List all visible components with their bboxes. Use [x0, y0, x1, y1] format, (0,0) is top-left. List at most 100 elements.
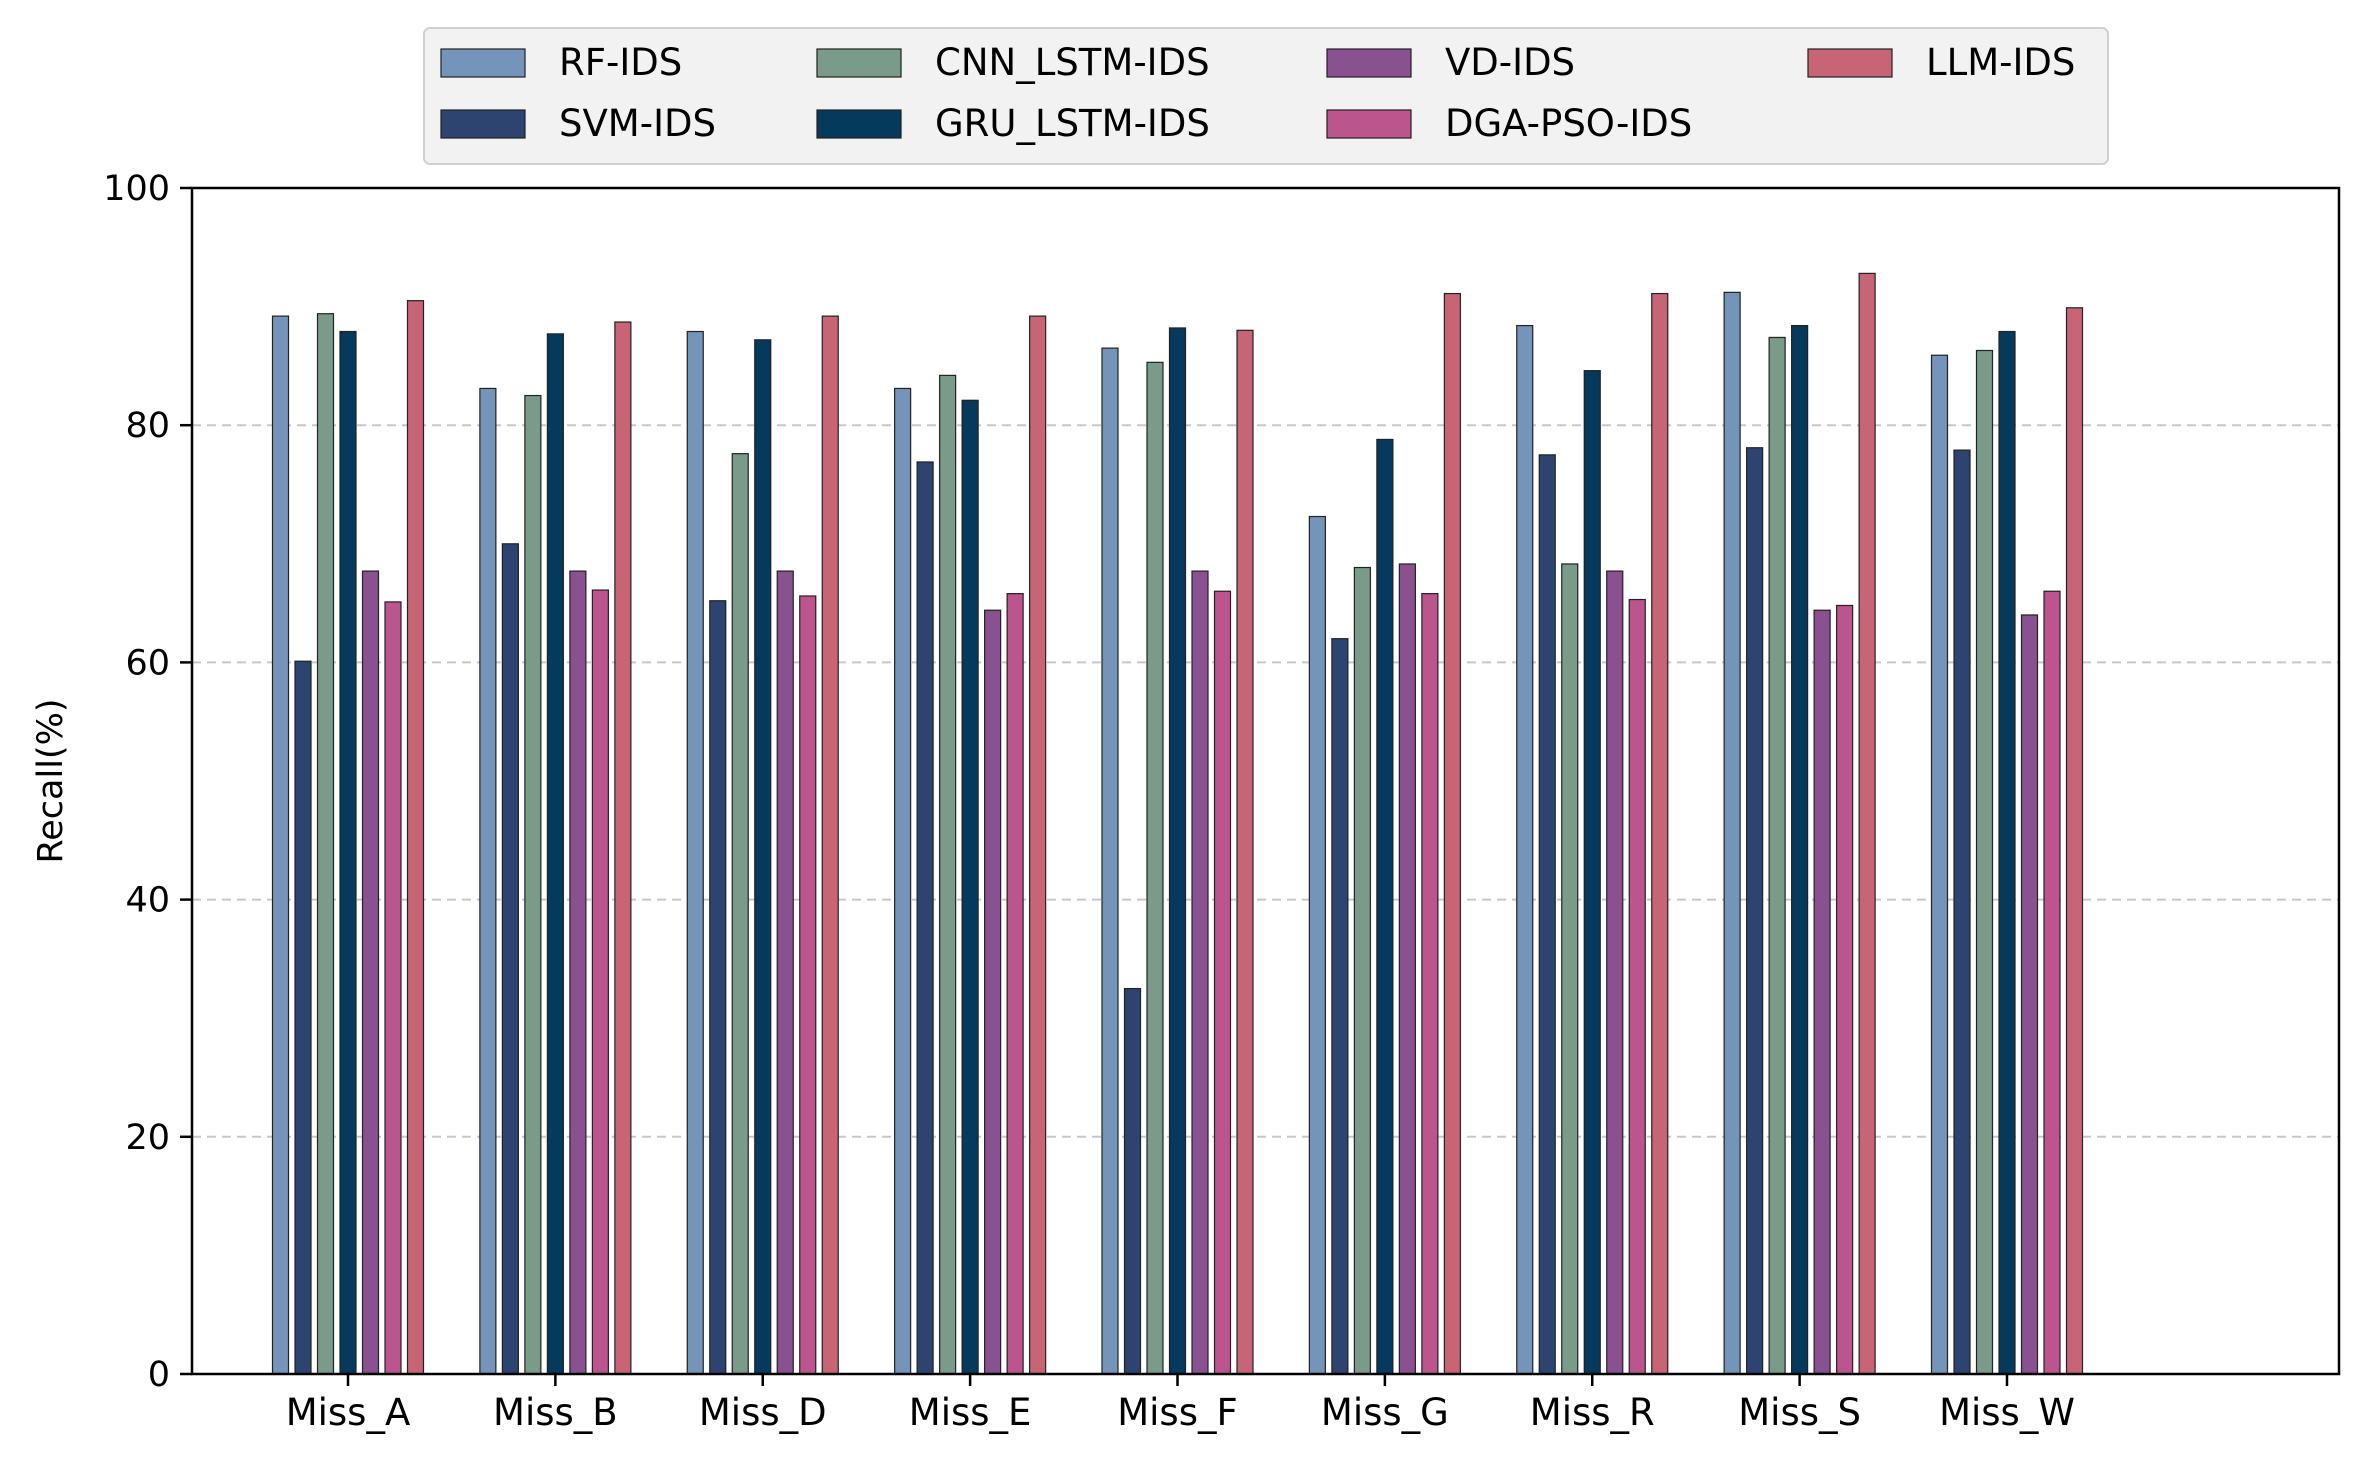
- y-tick-label: 100: [103, 169, 170, 209]
- bar-RF-IDS-Miss_B: [479, 387, 497, 1375]
- y-tick-label: 0: [148, 1355, 170, 1395]
- bar-RF-IDS-Miss_W: [1930, 354, 1949, 1375]
- bar-CNN_LSTM-IDS-Miss_E: [939, 374, 957, 1375]
- bar-SVM-IDS-Miss_S: [1746, 447, 1764, 1375]
- bar-LLM-IDS-Miss_E: [1029, 315, 1047, 1375]
- bar-CNN_LSTM-IDS-Miss_D: [731, 453, 749, 1375]
- legend-swatch: [1326, 48, 1412, 78]
- bar-CNN_LSTM-IDS-Miss_A: [316, 313, 335, 1375]
- bar-LLM-IDS-Miss_A: [406, 300, 425, 1375]
- bar-GRU_LSTM-IDS-Miss_R: [1583, 370, 1601, 1375]
- legend-swatch: [816, 109, 902, 139]
- legend-label: SVM-IDS: [559, 102, 716, 145]
- bar-RF-IDS-Miss_A: [271, 315, 290, 1375]
- bar-CNN_LSTM-IDS-Miss_F: [1146, 361, 1164, 1375]
- bar-DGA-PSO-IDS-Miss_S: [1836, 604, 1854, 1375]
- bar-CNN_LSTM-IDS-Miss_G: [1353, 566, 1371, 1375]
- y-axis: 0 20 40 60 80 100: [103, 169, 192, 1395]
- bar-SVM-IDS-Miss_R: [1538, 454, 1556, 1375]
- bar-SVM-IDS-Miss_F: [1123, 987, 1142, 1375]
- bar-SVM-IDS-Miss_D: [709, 600, 727, 1375]
- bar-DGA-PSO-IDS-Miss_D: [799, 595, 817, 1375]
- bar-VD-IDS-Miss_F: [1191, 570, 1209, 1375]
- bar-SVM-IDS-Miss_A: [294, 660, 312, 1375]
- y-tick-label: 40: [125, 881, 170, 921]
- bar-RF-IDS-Miss_R: [1516, 324, 1534, 1375]
- y-tick-label: 60: [125, 643, 170, 683]
- bar-CNN_LSTM-IDS-Miss_S: [1768, 336, 1786, 1375]
- legend-label: DGA-PSO-IDS: [1445, 102, 1692, 145]
- x-tick-label: Miss_F: [1117, 1391, 1238, 1434]
- bar-GRU_LSTM-IDS-Miss_W: [1998, 330, 2016, 1375]
- bar-VD-IDS-Miss_D: [776, 570, 794, 1375]
- bar-GRU_LSTM-IDS-Miss_E: [961, 399, 979, 1375]
- bar-SVM-IDS-Miss_G: [1331, 638, 1349, 1375]
- bar-SVM-IDS-Miss_E: [916, 461, 934, 1375]
- x-tick-label: Miss_G: [1321, 1391, 1449, 1434]
- bar-VD-IDS-Miss_E: [984, 609, 1002, 1375]
- x-tick-label: Miss_A: [286, 1391, 411, 1434]
- bar-DGA-PSO-IDS-Miss_F: [1213, 590, 1232, 1375]
- bar-LLM-IDS-Miss_G: [1443, 292, 1461, 1375]
- bar-GRU_LSTM-IDS-Miss_A: [339, 330, 357, 1375]
- bar-DGA-PSO-IDS-Miss_B: [591, 589, 609, 1375]
- y-tick-label: 80: [125, 406, 170, 446]
- x-tick-label: Miss_R: [1530, 1391, 1655, 1434]
- bar-RF-IDS-Miss_G: [1308, 515, 1326, 1375]
- x-tick-label: Miss_B: [493, 1391, 618, 1434]
- legend-swatch: [440, 48, 526, 78]
- bar-GRU_LSTM-IDS-Miss_F: [1168, 327, 1187, 1375]
- legend-label: RF-IDS: [559, 41, 682, 84]
- bar-CNN_LSTM-IDS-Miss_R: [1561, 563, 1579, 1375]
- legend-label: VD-IDS: [1445, 41, 1575, 84]
- bar-DGA-PSO-IDS-Miss_R: [1628, 598, 1646, 1375]
- bar-LLM-IDS-Miss_F: [1236, 329, 1254, 1375]
- x-tick-label: Miss_S: [1738, 1391, 1861, 1434]
- plot-frame: [190, 186, 2341, 1376]
- bar-GRU_LSTM-IDS-Miss_B: [546, 333, 564, 1375]
- legend-label: CNN_LSTM-IDS: [935, 41, 1210, 84]
- bar-VD-IDS-Miss_A: [361, 570, 380, 1375]
- bar-DGA-PSO-IDS-Miss_A: [384, 601, 402, 1375]
- bar-SVM-IDS-Miss_W: [1953, 449, 1971, 1375]
- bar-LLM-IDS-Miss_R: [1651, 292, 1669, 1375]
- bar-VD-IDS-Miss_B: [569, 570, 587, 1375]
- legend: RF-IDS SVM-IDS CNN_LSTM-IDS GRU_LSTM-IDS VD-…: [423, 27, 2109, 165]
- legend-label: GRU_LSTM-IDS: [935, 102, 1210, 145]
- bar-DGA-PSO-IDS-Miss_G: [1421, 593, 1439, 1375]
- bar-SVM-IDS-Miss_B: [501, 543, 519, 1375]
- x-tick-label: Miss_E: [909, 1391, 1032, 1434]
- bar-RF-IDS-Miss_E: [894, 387, 912, 1375]
- bar-CNN_LSTM-IDS-Miss_W: [1975, 349, 1994, 1375]
- bar-RF-IDS-Miss_S: [1723, 291, 1741, 1375]
- bar-RF-IDS-Miss_D: [686, 330, 704, 1375]
- bar-LLM-IDS-Miss_B: [614, 321, 632, 1375]
- bars: [271, 272, 2084, 1375]
- bar-RF-IDS-Miss_F: [1101, 347, 1119, 1375]
- bar-VD-IDS-Miss_R: [1606, 570, 1624, 1375]
- bar-GRU_LSTM-IDS-Miss_D: [754, 339, 772, 1375]
- legend-swatch: [816, 48, 902, 78]
- bar-DGA-PSO-IDS-Miss_E: [1006, 593, 1024, 1375]
- y-tick-label: 20: [125, 1118, 170, 1158]
- legend-swatch: [1807, 48, 1893, 78]
- bar-DGA-PSO-IDS-Miss_W: [2043, 590, 2061, 1375]
- bar-LLM-IDS-Miss_D: [821, 315, 839, 1375]
- bar-GRU_LSTM-IDS-Miss_G: [1376, 438, 1394, 1375]
- x-tick-label: Miss_D: [699, 1391, 827, 1434]
- y-axis-label: Recall(%): [31, 699, 71, 864]
- legend-swatch: [1326, 109, 1412, 139]
- bar-LLM-IDS-Miss_W: [2065, 307, 2084, 1375]
- bar-VD-IDS-Miss_W: [2020, 614, 2039, 1375]
- x-axis: Miss_A Miss_B Miss_D Miss_E Miss_F Miss_G Miss…: [286, 1374, 2075, 1434]
- bar-VD-IDS-Miss_G: [1398, 563, 1416, 1375]
- legend-label: LLM-IDS: [1926, 41, 2075, 84]
- bar-GRU_LSTM-IDS-Miss_S: [1791, 324, 1809, 1375]
- bar-VD-IDS-Miss_S: [1813, 609, 1831, 1375]
- bar-LLM-IDS-Miss_S: [1858, 272, 1876, 1375]
- x-tick-label: Miss_W: [1939, 1391, 2075, 1434]
- bar-CNN_LSTM-IDS-Miss_B: [524, 394, 542, 1375]
- legend-swatch: [440, 109, 526, 139]
